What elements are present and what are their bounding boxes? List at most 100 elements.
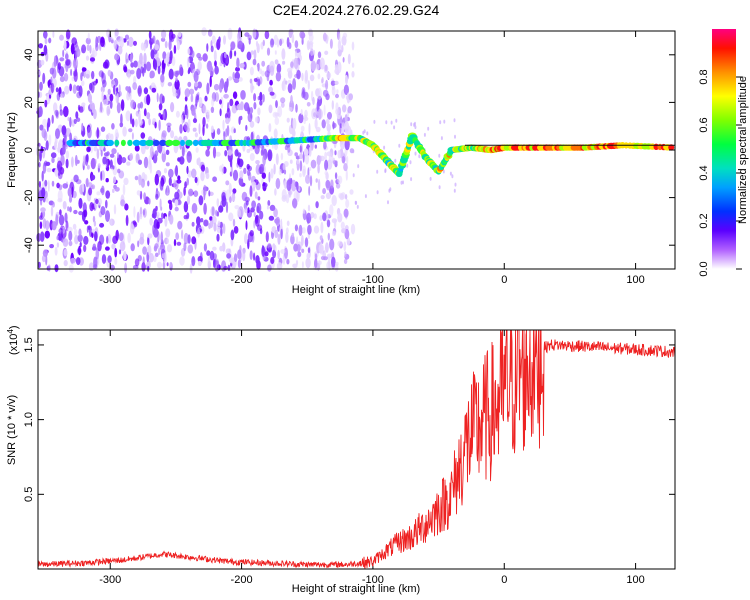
- noise-blob: [246, 169, 251, 176]
- noise-blob: [314, 253, 318, 262]
- noise-blob: [334, 172, 338, 180]
- noise-blob: [167, 199, 172, 204]
- noise-blob: [183, 215, 188, 220]
- noise-blob: [126, 161, 131, 166]
- noise-blob: [414, 151, 417, 156]
- colorbar-label: Normalized spectral amplitude: [737, 76, 749, 224]
- noise-blob: [154, 243, 159, 250]
- noise-blob: [186, 56, 190, 68]
- y-tick-label: 1.5: [23, 337, 35, 352]
- noise-blob: [93, 146, 98, 152]
- noise-blob: [67, 206, 70, 212]
- noise-blob: [51, 114, 54, 124]
- noise-blob: [192, 127, 197, 132]
- noise-blob: [114, 53, 120, 61]
- noise-blob: [191, 203, 198, 214]
- noise-blob: [268, 215, 275, 221]
- noise-blob: [454, 134, 456, 139]
- noise-blob: [245, 200, 249, 206]
- noise-blob: [105, 246, 110, 251]
- noise-blob: [315, 63, 320, 71]
- noise-blob: [99, 101, 103, 113]
- track-mark: [152, 139, 160, 147]
- noise-blob: [209, 75, 212, 88]
- noise-blob: [267, 149, 273, 162]
- noise-blob: [244, 233, 248, 245]
- noise-blob: [300, 109, 303, 116]
- noise-blob: [206, 250, 211, 256]
- noise-blob: [138, 159, 142, 165]
- colorbar-gradient: [712, 29, 736, 269]
- noise-blob: [39, 124, 44, 131]
- noise-blob: [291, 232, 295, 237]
- noise-blob: [294, 50, 297, 58]
- noise-blob: [168, 68, 174, 80]
- noise-blob: [50, 152, 57, 159]
- x-tick-label: -100: [362, 574, 384, 586]
- noise-blob: [206, 43, 209, 52]
- noise-blob: [256, 202, 262, 214]
- noise-blob: [118, 232, 124, 242]
- noise-blob: [317, 262, 320, 272]
- noise-blob: [249, 185, 253, 198]
- noise-blob: [239, 170, 244, 180]
- noise-blob: [202, 124, 205, 137]
- noise-blob: [202, 53, 208, 62]
- noise-blob: [40, 59, 45, 66]
- noise-blob: [279, 38, 283, 47]
- noise-blob: [362, 130, 365, 135]
- noise-blob: [174, 79, 180, 90]
- noise-blob: [62, 200, 67, 210]
- noise-blob: [92, 243, 97, 251]
- noise-blob: [211, 35, 216, 44]
- noise-blob: [173, 239, 177, 247]
- track-mark: [138, 139, 148, 147]
- noise-blob: [264, 251, 269, 257]
- noise-blob: [171, 56, 176, 67]
- noise-blob: [247, 112, 253, 123]
- noise-blob: [54, 246, 58, 256]
- noise-blob: [268, 104, 273, 114]
- noise-blob: [87, 182, 93, 188]
- noise-blob: [70, 257, 76, 265]
- noise-blob: [325, 192, 331, 200]
- noise-blob: [213, 222, 217, 232]
- noise-blob: [243, 167, 247, 175]
- noise-blob: [298, 113, 304, 124]
- noise-blob: [226, 253, 232, 259]
- noise-blob: [154, 150, 159, 157]
- noise-blob: [234, 50, 237, 57]
- noise-blob: [72, 223, 77, 230]
- noise-blob: [317, 108, 323, 120]
- noise-blob: [161, 130, 167, 138]
- noise-blob: [323, 256, 328, 261]
- noise-blob: [73, 59, 77, 67]
- noise-blob: [253, 252, 256, 261]
- noise-blob: [169, 50, 173, 61]
- noise-blob: [344, 121, 350, 134]
- noise-blob: [218, 82, 223, 93]
- noise-blob: [324, 151, 327, 161]
- noise-blob: [306, 253, 310, 260]
- noise-blob: [341, 156, 346, 164]
- noise-blob: [137, 85, 142, 97]
- noise-blob: [114, 247, 118, 258]
- noise-blob: [376, 190, 379, 195]
- noise-blob: [155, 252, 159, 257]
- x-tick-label: 100: [626, 274, 644, 286]
- noise-blob: [232, 71, 235, 81]
- noise-blob: [326, 261, 331, 270]
- noise-blob: [209, 250, 215, 261]
- noise-blob: [51, 221, 57, 231]
- noise-blob: [106, 235, 109, 244]
- noise-blob: [86, 164, 90, 170]
- noise-blob: [278, 168, 282, 176]
- noise-blob: [290, 234, 295, 245]
- noise-blob: [210, 106, 215, 114]
- noise-blob: [262, 93, 265, 103]
- noise-blob: [291, 179, 297, 192]
- noise-blob: [188, 188, 194, 197]
- noise-blob: [67, 187, 72, 197]
- noise-blob: [179, 124, 183, 134]
- noise-blob: [154, 59, 157, 71]
